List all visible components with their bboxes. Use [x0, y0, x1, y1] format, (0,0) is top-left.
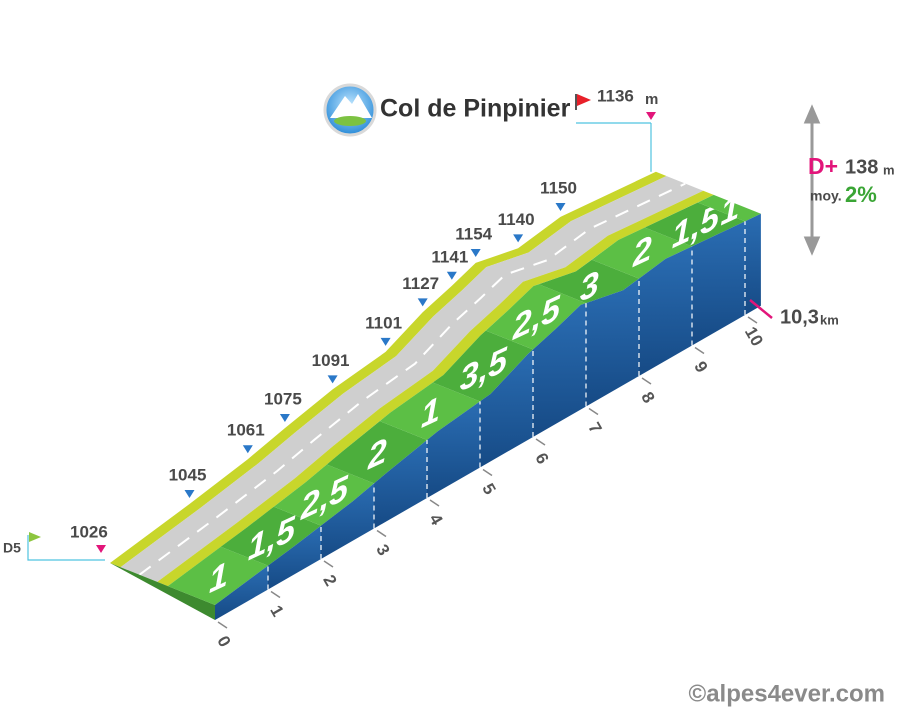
- summit-altitude: 1136: [597, 86, 634, 105]
- gradient-label: 1: [209, 554, 228, 601]
- gradient-segment: [167, 546, 268, 605]
- gradient-segment: [538, 259, 639, 304]
- gradient-segment: [326, 421, 427, 484]
- gradient-segment: [485, 284, 586, 350]
- x-tick-label: 3: [372, 541, 393, 559]
- distance-value: 10,3: [780, 306, 819, 328]
- x-tick-label: 6: [531, 450, 552, 468]
- start-road: D5: [3, 540, 21, 556]
- waypoint-marker: [327, 375, 338, 384]
- summit-marker: [646, 112, 656, 120]
- summit-flag: [577, 94, 591, 106]
- road: [120, 176, 704, 582]
- x-tick: [588, 407, 599, 416]
- x-tick-label: 10: [741, 324, 767, 350]
- average-value: 2%: [845, 182, 877, 207]
- x-tick: [641, 377, 652, 385]
- waypoint-marker: [184, 489, 195, 498]
- waypoint-marker: [555, 202, 566, 211]
- ascent-label: D+: [808, 153, 838, 179]
- x-tick: [747, 316, 758, 324]
- x-tick-label: 7: [584, 419, 605, 437]
- waypoint-altitude: 1141: [431, 247, 468, 266]
- waypoint-altitude: 1091: [312, 351, 350, 370]
- road-edge-front: [157, 190, 714, 587]
- gradient-label: 2: [632, 228, 652, 275]
- side-face: [586, 278, 639, 407]
- gradient-segment: [379, 382, 480, 440]
- start-altitude: 1026: [70, 522, 108, 541]
- start-cap: [110, 563, 215, 620]
- gradient-segment: [644, 202, 745, 247]
- ascent-value: 138: [845, 156, 878, 178]
- x-tick-label: 0: [213, 633, 234, 651]
- waypoint-marker: [417, 298, 428, 307]
- side-face: [480, 349, 533, 468]
- x-tick-label: 1: [266, 602, 287, 620]
- x-tick: [323, 560, 334, 568]
- gradient-segment: [432, 330, 533, 402]
- waypoint-altitude: 1101: [365, 313, 402, 332]
- side-face: [268, 525, 321, 590]
- side-face: [427, 401, 480, 498]
- waypoint-altitude: 1061: [227, 421, 265, 440]
- waypoint-altitude: 1045: [169, 465, 207, 484]
- side-face: [374, 440, 427, 529]
- waypoint-altitude: 1154: [455, 224, 492, 243]
- x-tick: [217, 621, 228, 629]
- waypoint-altitude: 1075: [264, 390, 302, 409]
- side-face: [639, 246, 692, 376]
- x-tick-label: 9: [690, 358, 711, 376]
- gradient-label: 3: [580, 263, 599, 310]
- pass-icon-mountain: [330, 94, 372, 118]
- distance-unit: km: [820, 312, 839, 327]
- pass-icon-road: [334, 116, 366, 126]
- gradient-label: 1: [720, 187, 739, 234]
- side-face: [692, 221, 745, 346]
- x-tick-label: 4: [425, 511, 446, 529]
- side-face: [533, 303, 586, 437]
- x-tick: [429, 499, 440, 507]
- waypoint-marker: [470, 248, 481, 257]
- waypoint-altitude: 1140: [498, 210, 535, 229]
- waypoint-marker: [380, 337, 391, 346]
- waypoint-altitude: 1150: [540, 178, 577, 197]
- x-tick-label: 8: [637, 389, 658, 407]
- average-label: moy.: [810, 188, 842, 204]
- side-face: [321, 483, 374, 559]
- summit-unit: m: [645, 91, 658, 108]
- chart-title: Col de Pinpinier: [380, 95, 571, 123]
- road-edge-back: [110, 171, 667, 568]
- x-tick-label: 5: [478, 480, 499, 498]
- x-tick: [482, 468, 493, 477]
- gradient-segment: [591, 227, 692, 279]
- ascent-arrow: [803, 104, 821, 256]
- gradient-segment: [273, 464, 374, 526]
- x-tick: [270, 590, 281, 599]
- x-tick: [535, 438, 546, 446]
- start-flag: [29, 532, 41, 542]
- credit: ©alpes4ever.com: [689, 680, 885, 707]
- waypoint-marker: [513, 234, 524, 243]
- gradient-segment: [697, 194, 761, 222]
- gradient-segment: [220, 506, 321, 566]
- x-tick-label: 2: [319, 572, 340, 590]
- ascent-unit: m: [883, 162, 895, 177]
- waypoint-marker: [242, 445, 253, 454]
- x-tick: [376, 529, 387, 538]
- gradient-label: 2: [367, 430, 387, 477]
- waypoint-marker: [279, 414, 290, 423]
- waypoint-marker: [446, 271, 457, 280]
- distance-marker: [749, 299, 773, 319]
- gradient-label: 1: [421, 389, 440, 436]
- start-marker: [96, 545, 106, 553]
- side-face: [745, 213, 761, 315]
- waypoint-altitude: 1127: [402, 274, 439, 293]
- start-leader: [27, 535, 105, 561]
- side-face: [215, 565, 268, 620]
- x-tick: [694, 346, 705, 355]
